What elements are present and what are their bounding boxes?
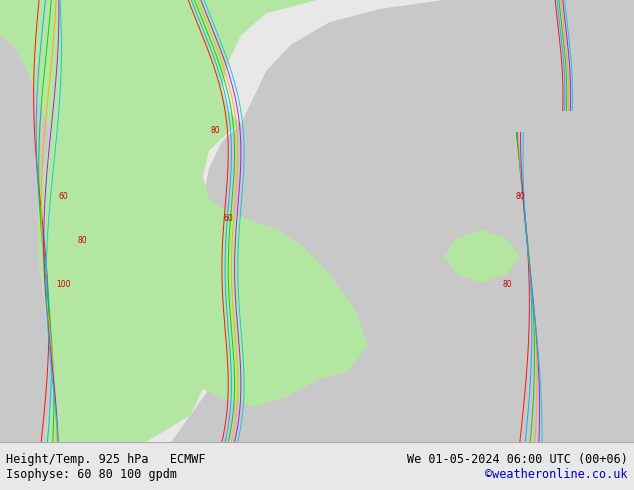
- Text: 80: 80: [77, 236, 87, 245]
- Text: Isophyse: 60 80 100 gpdm: Isophyse: 60 80 100 gpdm: [6, 468, 178, 481]
- Text: 60: 60: [58, 192, 68, 201]
- Text: 100: 100: [56, 280, 70, 289]
- Text: 80: 80: [502, 280, 512, 289]
- Text: 80: 80: [515, 192, 525, 201]
- Text: Height/Temp. 925 hPa   ECMWF: Height/Temp. 925 hPa ECMWF: [6, 453, 206, 466]
- Text: ©weatheronline.co.uk: ©weatheronline.co.uk: [485, 468, 628, 481]
- Text: 60: 60: [223, 214, 233, 223]
- Text: 80: 80: [210, 125, 221, 135]
- Text: We 01-05-2024 06:00 UTC (00+06): We 01-05-2024 06:00 UTC (00+06): [407, 453, 628, 466]
